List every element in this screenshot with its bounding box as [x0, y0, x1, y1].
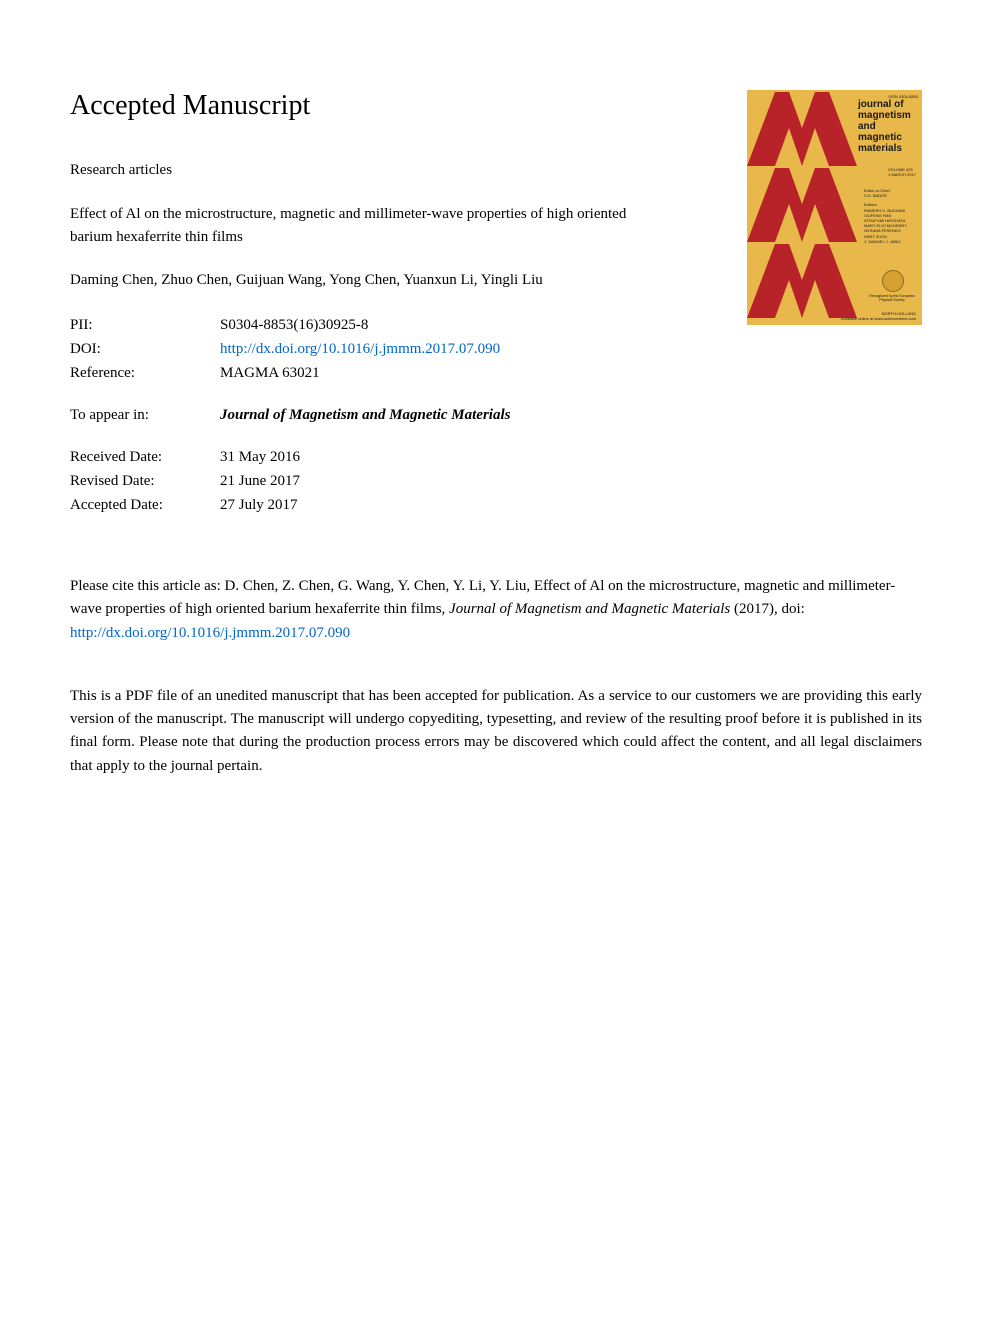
meta-row-appear: To appear in: Journal of Magnetism and M… — [70, 403, 670, 427]
meta-block-dates: Received Date: 31 May 2016 Revised Date:… — [70, 445, 670, 517]
doi-label: DOI: — [70, 337, 220, 361]
cover-title-line-0: journal of — [858, 99, 918, 110]
cover-editors: Editor-in-Chief: S.D. BADER Editors: RAM… — [864, 188, 916, 244]
meta-row-accepted: Accepted Date: 27 July 2017 — [70, 493, 670, 517]
citation-year-prefix: (2017), doi: — [730, 601, 805, 617]
cover-eps-badge-icon — [882, 270, 904, 292]
cover-title-line-1: magnetism — [858, 110, 918, 121]
citation-doi-link[interactable]: http://dx.doi.org/10.1016/j.jmmm.2017.07… — [70, 625, 350, 641]
cover-editor-6: J. SAMUEL J. JANG — [864, 239, 916, 244]
cover-title-line-3: magnetic — [858, 132, 918, 143]
article-type: Research articles — [70, 162, 670, 179]
reference-value: MAGMA 63021 — [220, 361, 670, 385]
received-label: Received Date: — [70, 445, 220, 469]
article-title: Effect of Al on the microstructure, magn… — [70, 203, 670, 248]
appear-value: Journal of Magnetism and Magnetic Materi… — [220, 407, 510, 423]
reference-label: Reference: — [70, 361, 220, 385]
cover-volume: VOLUME 425 1 MARCH 2017 — [888, 168, 916, 178]
disclaimer-paragraph: This is a PDF file of an unedited manusc… — [70, 685, 922, 778]
journal-cover-thumbnail: ISSN 0304-8853 journal of magnetism and … — [747, 90, 922, 325]
cover-recognized: Recognized by the European Physical Soci… — [868, 294, 916, 302]
authors-line: Daming Chen, Zhuo Chen, Guijuan Wang, Yo… — [70, 272, 670, 289]
cover-volume-date: 1 MARCH 2017 — [888, 173, 916, 178]
revised-value: 21 June 2017 — [220, 469, 670, 493]
cover-publisher-2: Available online at www.sciencedirect.co… — [841, 316, 916, 321]
cover-title-box: ISSN 0304-8853 journal of magnetism and … — [858, 94, 918, 154]
meta-block-appear: To appear in: Journal of Magnetism and M… — [70, 403, 670, 427]
pii-label: PII: — [70, 313, 220, 337]
accepted-manuscript-title: Accepted Manuscript — [70, 90, 670, 122]
meta-row-received: Received Date: 31 May 2016 — [70, 445, 670, 469]
appear-label: To appear in: — [70, 403, 220, 427]
meta-row-doi: DOI: http://dx.doi.org/10.1016/j.jmmm.20… — [70, 337, 670, 361]
pii-value: S0304-8853(16)30925-8 — [220, 313, 670, 337]
left-column: Accepted Manuscript Research articles Ef… — [70, 90, 670, 535]
cover-m-1 — [747, 92, 857, 166]
accepted-label: Accepted Date: — [70, 493, 220, 517]
doi-link[interactable]: http://dx.doi.org/10.1016/j.jmmm.2017.07… — [220, 341, 500, 357]
cover-publisher: NORTH-HOLLAND Available online at www.sc… — [841, 311, 916, 321]
citation-journal: Journal of Magnetism and Magnetic Materi… — [449, 601, 730, 617]
cover-m-3 — [747, 244, 857, 318]
header-row: Accepted Manuscript Research articles Ef… — [70, 90, 922, 535]
accepted-value: 27 July 2017 — [220, 493, 670, 517]
citation-paragraph: Please cite this article as: D. Chen, Z.… — [70, 575, 922, 645]
cover-title-line-4: materials — [858, 143, 918, 154]
meta-row-reference: Reference: MAGMA 63021 — [70, 361, 670, 385]
meta-row-revised: Revised Date: 21 June 2017 — [70, 469, 670, 493]
received-value: 31 May 2016 — [220, 445, 670, 469]
revised-label: Revised Date: — [70, 469, 220, 493]
cover-m-2 — [747, 168, 857, 242]
meta-row-pii: PII: S0304-8853(16)30925-8 — [70, 313, 670, 337]
meta-block-ids: PII: S0304-8853(16)30925-8 DOI: http://d… — [70, 313, 670, 385]
cover-title-line-2: and — [858, 121, 918, 132]
